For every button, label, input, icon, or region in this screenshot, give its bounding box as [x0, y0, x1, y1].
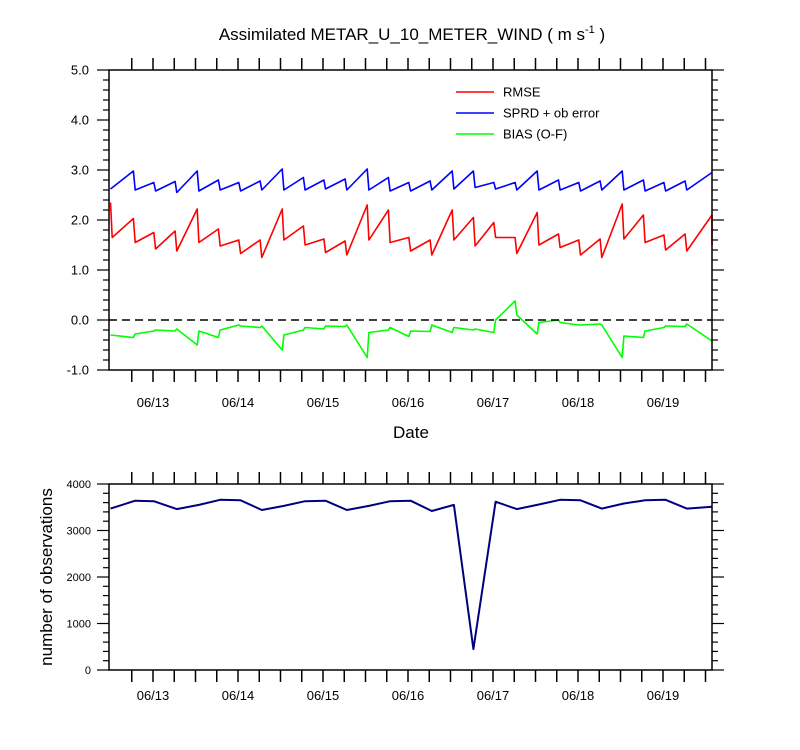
y-tick-label: 2.0 — [71, 213, 89, 228]
legend: RMSE SPRD + ob error BIAS (O-F) — [456, 85, 600, 142]
x-tick-label: 06/18 — [562, 688, 595, 703]
x-tick-label: 06/17 — [477, 395, 510, 410]
series-rmse — [109, 202, 713, 259]
chart-title-superscript: -1 — [585, 24, 595, 36]
y-tick-label: 3000 — [67, 526, 91, 538]
x-tick-label: 06/19 — [647, 395, 680, 410]
x-tick-label: 06/13 — [137, 395, 170, 410]
legend-label: RMSE — [503, 85, 541, 100]
chart-title: Assimilated METAR_U_10_METER_WIND ( m s-… — [219, 24, 605, 44]
top-plot-x-tick-labels: 06/13 06/14 06/15 06/16 06/17 06/18 06/19 — [137, 395, 680, 410]
y-tick-label: 4000 — [67, 479, 91, 491]
x-tick-label: 06/19 — [647, 688, 680, 703]
x-tick-label: 06/13 — [137, 688, 170, 703]
top-plot-ticks — [97, 58, 724, 382]
bottom-plot-frame — [108, 483, 713, 671]
y-tick-label: 4.0 — [71, 113, 89, 128]
x-axis-label: Date — [393, 423, 429, 442]
top-plot-frame — [108, 69, 713, 371]
top-plot: 5.04.03.02.01.00.0-1.0 06/13 06/14 06/15 06… — [67, 58, 724, 410]
chart-title-tail: ) — [595, 25, 605, 44]
x-tick-label: 06/16 — [392, 395, 425, 410]
series-sprd-ob-error — [110, 168, 713, 194]
top-plot-series — [109, 168, 713, 359]
y-tick-label: 5.0 — [71, 63, 89, 78]
chart-title-main: Assimilated METAR_U_10_METER_WIND ( m s — [219, 25, 585, 44]
bottom-plot-series — [110, 498, 713, 651]
y-tick-label: 1000 — [67, 619, 91, 631]
x-tick-label: 06/16 — [392, 688, 425, 703]
y-tick-label: 1.0 — [71, 263, 89, 278]
series-observation-count — [110, 498, 713, 651]
y-tick-label: 2000 — [67, 572, 91, 584]
top-plot-y-tick-labels: 5.0 4.0 3.0 2.0 1.0 0.0 -1.0 — [67, 63, 89, 378]
x-tick-label: 06/17 — [477, 688, 510, 703]
y-tick-label: -1.0 — [67, 363, 89, 378]
y-tick-label: 3.0 — [71, 163, 89, 178]
x-tick-label: 06/18 — [562, 395, 595, 410]
x-tick-label: 06/14 — [222, 688, 255, 703]
legend-item-bias: BIAS (O-F) — [456, 127, 567, 142]
x-tick-label: 06/15 — [307, 688, 340, 703]
y-tick-label: 0 — [85, 665, 91, 677]
legend-label: SPRD + ob error — [503, 106, 600, 121]
legend-item-sprd: SPRD + ob error — [456, 106, 600, 121]
legend-item-rmse: RMSE — [456, 85, 541, 100]
y-tick-label: 0.0 — [71, 313, 89, 328]
series-bias — [110, 300, 713, 359]
legend-label: BIAS (O-F) — [503, 127, 567, 142]
bottom-plot-ticks — [97, 472, 724, 682]
x-tick-label: 06/15 — [307, 395, 340, 410]
x-tick-label: 06/14 — [222, 395, 255, 410]
bottom-plot-y-tick-labels: 4000 3000 2000 1000 0 — [67, 479, 91, 677]
y-axis-label-observations: number of observations — [37, 488, 56, 666]
bottom-plot-x-tick-labels: 06/13 06/14 06/15 06/16 06/17 06/18 06/19 — [137, 688, 680, 703]
